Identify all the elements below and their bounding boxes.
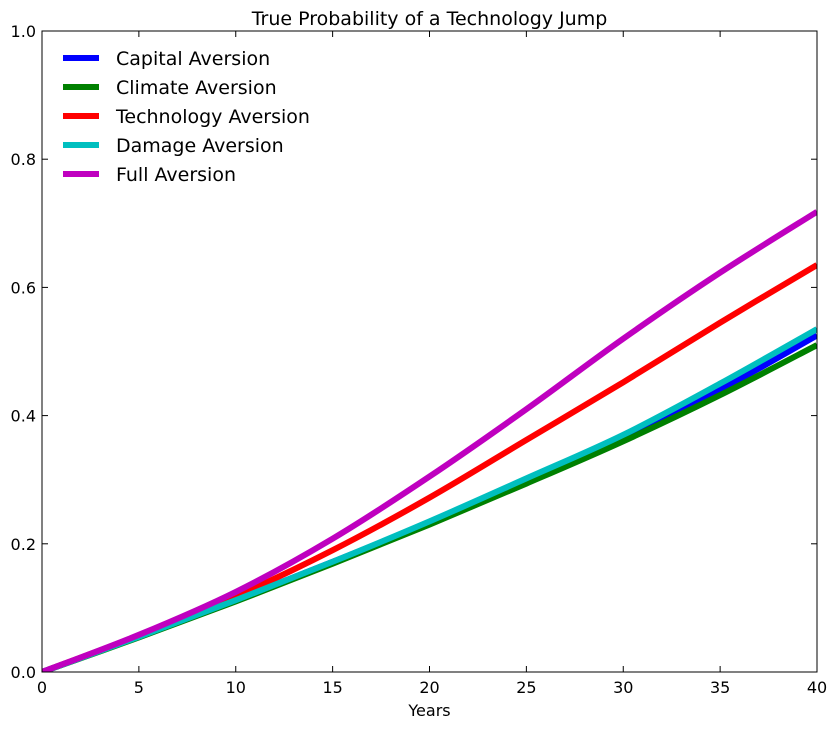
legend-item-climate-aversion: Climate Aversion <box>63 77 277 99</box>
legend: Capital Aversion Climate Aversion Technolo… <box>63 48 310 186</box>
x-tick-label: 20 <box>419 678 439 697</box>
series-lines <box>42 209 817 672</box>
legend-item-capital-aversion: Capital Aversion <box>63 48 270 70</box>
legend-item-damage-aversion: Damage Aversion <box>63 135 284 157</box>
y-tick-label: 1.0 <box>11 22 36 41</box>
legend-label: Full Aversion <box>116 164 236 186</box>
y-tick-label: 0.2 <box>11 535 36 554</box>
x-tick-label: 0 <box>37 678 47 697</box>
y-tick-label: 0.0 <box>11 663 36 682</box>
series-line-damage-aversion <box>42 326 817 672</box>
y-axis-ticks: 0.0 0.2 0.4 0.6 0.8 1.0 <box>11 22 817 682</box>
plot-area <box>42 31 817 672</box>
y-tick-label: 0.8 <box>11 150 36 169</box>
plot-background <box>42 31 817 672</box>
legend-item-full-aversion: Full Aversion <box>63 164 236 186</box>
x-tick-label: 5 <box>134 678 144 697</box>
series-line-full-aversion <box>42 209 817 672</box>
x-tick-label: 15 <box>322 678 342 697</box>
chart-title: True Probability of a Technology Jump <box>251 8 608 30</box>
x-tick-label: 25 <box>516 678 536 697</box>
legend-label: Technology Aversion <box>115 106 310 128</box>
legend-label: Capital Aversion <box>116 48 270 70</box>
x-tick-label: 30 <box>613 678 633 697</box>
x-axis-ticks: 0 5 10 15 20 25 30 35 40 <box>37 31 827 697</box>
legend-label: Climate Aversion <box>116 77 277 99</box>
y-tick-label: 0.6 <box>11 278 36 297</box>
x-axis-title: Years <box>407 701 450 720</box>
x-tick-label: 40 <box>807 678 827 697</box>
legend-label: Damage Aversion <box>116 135 284 157</box>
x-tick-label: 35 <box>710 678 730 697</box>
x-tick-label: 10 <box>226 678 246 697</box>
y-tick-label: 0.4 <box>11 407 36 426</box>
legend-item-technology-aversion: Technology Aversion <box>63 106 310 128</box>
